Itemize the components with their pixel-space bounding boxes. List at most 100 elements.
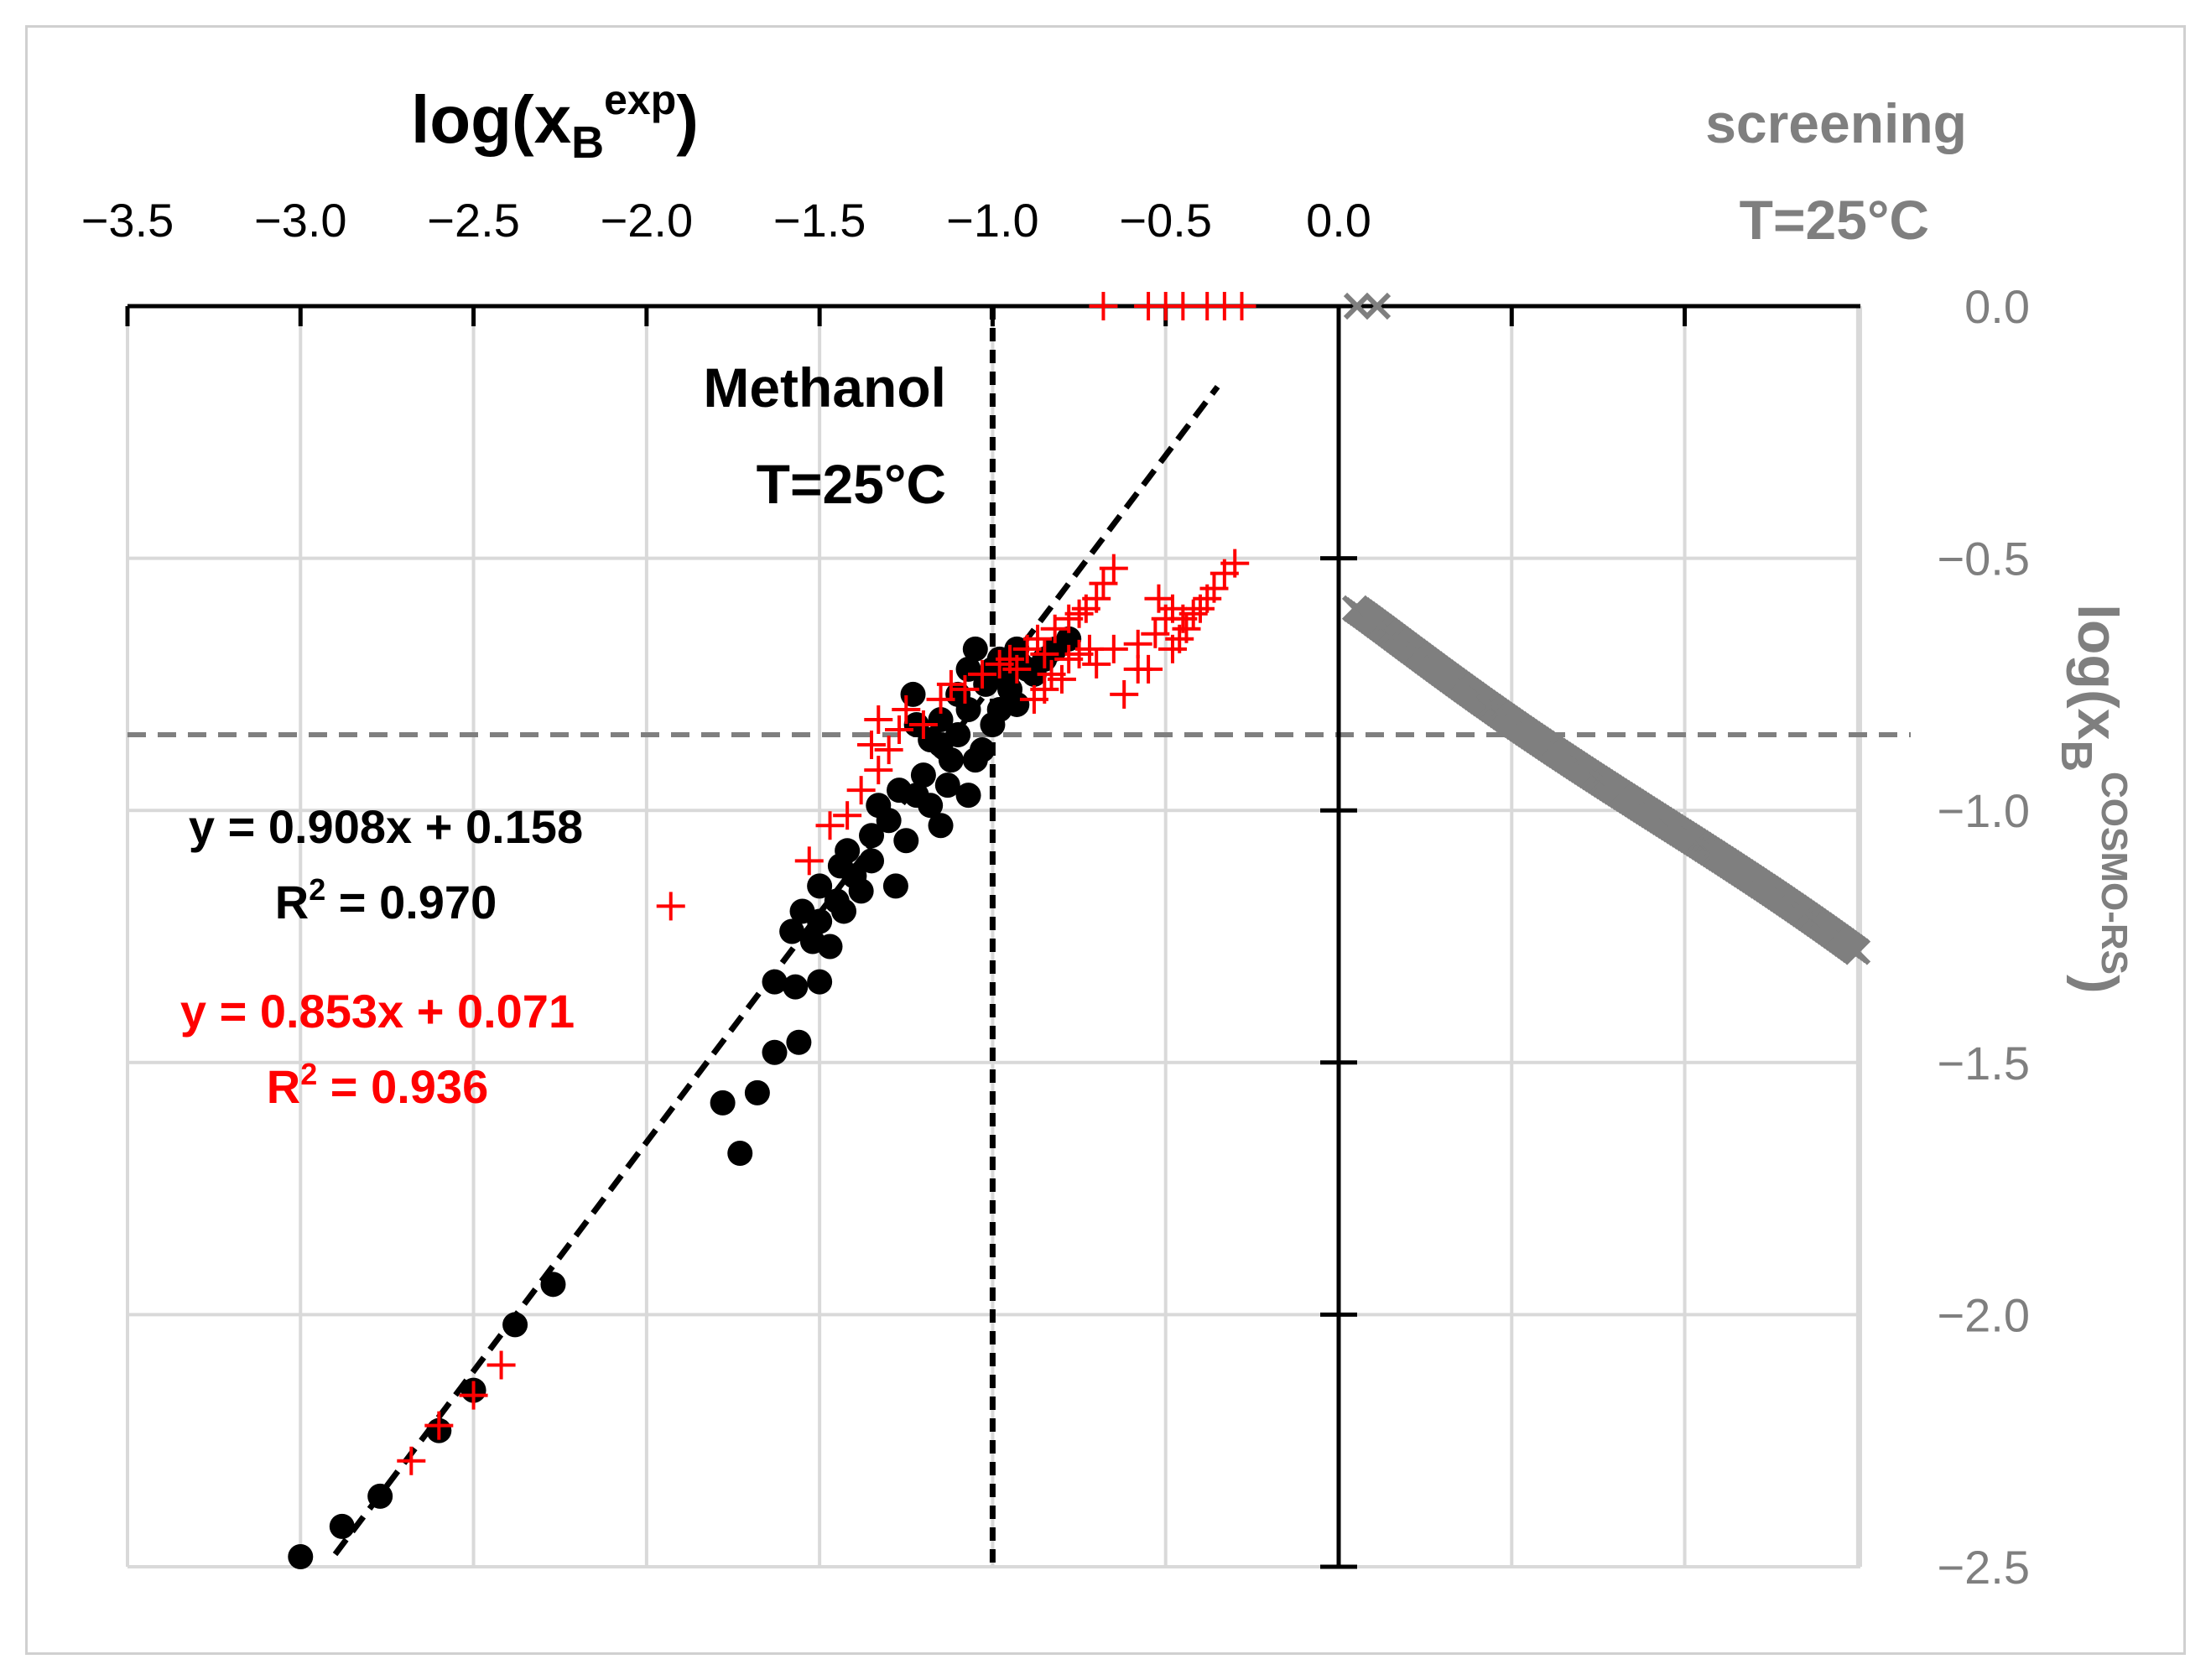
reference-lines (127, 306, 1911, 1567)
point-methanol-red (936, 669, 965, 699)
point-methanol-red (397, 1446, 426, 1475)
point-methanol-black (762, 969, 788, 995)
point-methanol-red (846, 776, 876, 805)
point-methanol-red (815, 811, 845, 840)
point-methanol-black (1056, 626, 1082, 652)
point-methanol-black (367, 1483, 393, 1509)
x-tick-label: −2.5 (427, 194, 520, 247)
point-methanol-red (656, 892, 685, 921)
y-tick-label: 0.0 (1964, 280, 2030, 333)
screening-temp-label: T=25°C (1740, 189, 1929, 251)
point-methanol-black (540, 1272, 566, 1298)
point-methanol-black (502, 1312, 528, 1338)
point-methanol-red (833, 801, 862, 830)
point-methanol-red (459, 1381, 488, 1410)
point-methanol-red (1099, 634, 1128, 663)
x-tick-label: −1.5 (773, 194, 866, 247)
fit-lines (332, 384, 1220, 1557)
point-methanol-black (744, 1079, 770, 1105)
x-tick-label: −1.0 (946, 194, 1039, 247)
y-tick-label: −2.0 (1937, 1288, 2030, 1341)
point-methanol-red (1123, 654, 1152, 684)
y-tick-label: −2.5 (1937, 1541, 2030, 1594)
y-tick-label: −1.0 (1937, 784, 2030, 837)
point-methanol-black (882, 873, 908, 899)
screening-label: screening (1705, 92, 1967, 154)
point-methanol-red (1144, 584, 1173, 613)
point-methanol-red (1123, 629, 1152, 658)
point-methanol-red (1082, 649, 1111, 679)
point-methanol-red (892, 694, 921, 724)
point-methanol-black (710, 1090, 736, 1116)
point-methanol-red (1141, 619, 1170, 648)
point-methanol-red (908, 710, 938, 739)
x-stroke-b (1343, 292, 1371, 320)
point-methanol-red (1030, 674, 1059, 704)
x-tick-label: −3.5 (81, 194, 174, 247)
point-methanol-red (1168, 604, 1198, 633)
point-methanol-red (885, 715, 914, 745)
x-axis-title-sub: B (571, 117, 604, 168)
point-methanol-red (950, 674, 980, 704)
point-methanol-black (955, 783, 981, 809)
point-methanol-black (866, 793, 892, 819)
point-methanol-red (1089, 569, 1118, 598)
point-methanol-red (486, 1350, 516, 1380)
point-methanol-black (329, 1513, 355, 1539)
point-methanol-red (1002, 654, 1032, 684)
point-screening-top (1343, 292, 1371, 320)
point-methanol-red (1074, 634, 1104, 663)
fit-line-black (332, 384, 1220, 1557)
point-methanol-black (918, 793, 944, 819)
point-methanol-red (1099, 554, 1128, 583)
x-axis-title-sup: exp (604, 76, 676, 123)
point-methanol-black (970, 737, 996, 763)
point-methanol-black (910, 762, 936, 788)
r-squared-black: R2 = 0.970 (275, 872, 497, 928)
point-methanol-black (859, 823, 885, 849)
point-methanol-black (783, 974, 809, 1000)
x-tick-label: −3.0 (254, 194, 347, 247)
point-methanol-black (817, 934, 843, 960)
x-tick-label: −0.5 (1119, 194, 1212, 247)
point-methanol-black (779, 918, 805, 944)
point-methanol-red (1064, 599, 1094, 628)
point-methanol-red (1227, 292, 1256, 320)
fit-equation-black: y = 0.908x + 0.158 (189, 800, 583, 853)
point-methanol-black (893, 828, 919, 854)
point-methanol-black (288, 1543, 314, 1569)
point-methanol-red (1110, 679, 1139, 709)
fit-equation-red: y = 0.853x + 0.071 (180, 985, 575, 1038)
y-axis-title: log(xBCOSMO-RS) (2052, 604, 2135, 994)
point-screening (1843, 938, 1871, 965)
x-stroke-b (1843, 938, 1871, 965)
x-axis-title: log(xBexp) (411, 76, 699, 168)
point-methanol-red (1023, 624, 1053, 653)
point-methanol-black (859, 848, 885, 874)
y-axis-title-sup: COSMO-RS (2094, 772, 2135, 975)
point-methanol-black (928, 732, 954, 758)
x-tick-label: −2.0 (601, 194, 694, 247)
methanol-label: Methanol (703, 356, 946, 419)
point-methanol-red (926, 684, 955, 714)
point-methanol-red (1047, 664, 1076, 694)
r-squared-red: R2 = 0.936 (267, 1057, 488, 1113)
methanol-temp-label: T=25°C (757, 453, 946, 515)
point-methanol-black (848, 878, 874, 904)
point-methanol-black (934, 772, 960, 798)
point-methanol-black (807, 969, 833, 995)
point-methanol-black (786, 1029, 812, 1055)
x-tick-label: 0.0 (1306, 194, 1371, 247)
point-methanol-red (1199, 574, 1229, 603)
data-marks (288, 292, 1871, 1569)
point-methanol-black (727, 1141, 753, 1167)
point-methanol-black (835, 838, 861, 864)
x-stroke-b (1363, 292, 1392, 320)
point-methanol-red (1168, 292, 1198, 320)
point-methanol-red (1082, 584, 1111, 613)
y-tick-label: −1.5 (1937, 1037, 2030, 1090)
point-methanol-red (794, 846, 824, 876)
axes: −3.5 −3.0 −2.5 −2.0 −1.5 −1.0 −0.5 0.0 0.0 −0.5 −1… (81, 194, 2030, 1594)
point-screening-top (1363, 292, 1392, 320)
